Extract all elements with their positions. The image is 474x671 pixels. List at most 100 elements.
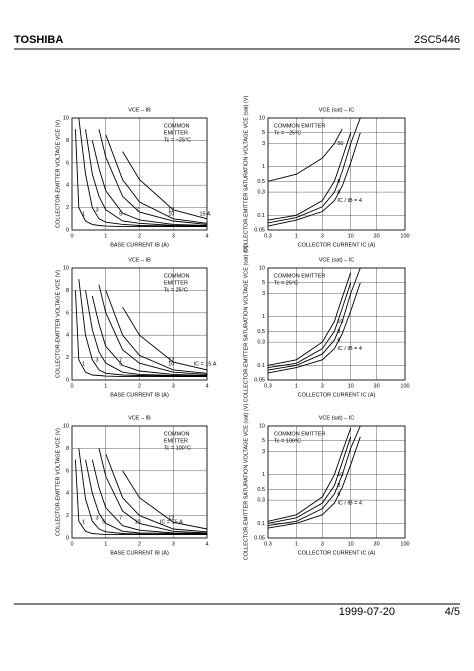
series-line xyxy=(98,284,208,375)
series-label: 12 xyxy=(168,515,174,521)
series-line xyxy=(74,129,207,228)
series-label: 1 xyxy=(82,361,85,367)
y-axis-label: COLLECTOR-EMITTER SATURATION VOLTAGE VCE… xyxy=(243,246,249,403)
y-tick-label: 0.5 xyxy=(257,487,265,493)
series-line xyxy=(105,290,208,374)
series-label: 10 xyxy=(337,319,343,325)
y-tick-label: 6 xyxy=(66,160,69,166)
x-tick-label: 100 xyxy=(400,541,409,547)
series-label: IC / IB = 4 xyxy=(337,198,362,204)
series-label: 10 xyxy=(134,519,140,525)
x-axis-label: BASE CURRENT IB (A) xyxy=(110,242,169,248)
series-label: 1 xyxy=(82,211,85,217)
series-line xyxy=(78,117,208,228)
y-tick-label: 6 xyxy=(66,310,69,316)
series-line xyxy=(85,290,208,377)
y-tick-label: 8 xyxy=(66,288,69,294)
chart-title: VCE (sat) – IC xyxy=(319,415,354,421)
series-line xyxy=(122,306,208,371)
y-tick-label: 8 xyxy=(66,446,69,452)
y-tick-label: 3 xyxy=(262,291,265,297)
x-axis-label: COLLECTOR CURRENT IC (A) xyxy=(298,550,376,556)
series-line xyxy=(267,128,343,182)
y-tick-label: 0 xyxy=(66,377,69,383)
y-tick-label: 4 xyxy=(66,183,69,189)
y-tick-label: 0 xyxy=(66,227,69,233)
y-tick-label: 10 xyxy=(63,423,69,429)
series-line xyxy=(267,282,361,374)
x-axis-label: COLLECTOR CURRENT IC (A) xyxy=(298,392,376,398)
series-label: 5 xyxy=(102,519,105,525)
y-axis-label: COLLECTOR-EMITTER VOLTAGE VCE (V) xyxy=(55,270,61,378)
annotation: COMMON xyxy=(164,123,190,129)
series-label: 5 xyxy=(119,361,122,367)
brand: TOSHIBA xyxy=(14,34,63,46)
y-tick-label: 0.1 xyxy=(257,213,265,219)
series-line xyxy=(78,448,207,536)
x-tick-label: 3 xyxy=(172,541,175,547)
x-tick-label: 3 xyxy=(172,383,175,389)
x-tick-label: 2 xyxy=(138,233,141,239)
chart-title: VCE – IB xyxy=(128,257,151,263)
series-line xyxy=(267,267,361,371)
y-tick-label: 5 xyxy=(262,130,265,136)
y-tick-label: 8 xyxy=(66,138,69,144)
series-label: 7 xyxy=(119,357,122,363)
y-tick-label: 10 xyxy=(63,115,69,121)
y-tick-label: 0.5 xyxy=(257,329,265,335)
y-tick-label: 10 xyxy=(259,115,265,121)
x-tick-label: 10 xyxy=(348,383,354,389)
x-tick-label: 0.3 xyxy=(264,383,272,389)
y-tick-label: 0.5 xyxy=(257,179,265,185)
plot-frame xyxy=(71,267,208,381)
annotation: Tc = 25°C xyxy=(274,280,298,286)
series-line xyxy=(85,459,208,535)
x-tick-label: 4 xyxy=(205,541,208,547)
series-line xyxy=(98,448,208,534)
series-line xyxy=(98,129,208,225)
x-tick-label: 100 xyxy=(400,383,409,389)
x-tick-label: 30 xyxy=(374,383,380,389)
series-line xyxy=(122,151,208,220)
series-label: 3 xyxy=(95,207,98,213)
annotation: Tc = −25°C xyxy=(164,137,191,143)
series-label: 10 xyxy=(168,361,174,367)
plot-frame xyxy=(71,425,208,539)
y-tick-label: 0.3 xyxy=(257,340,265,346)
y-tick-label: 0.1 xyxy=(257,521,265,527)
chart-title: VCE – IB xyxy=(128,107,151,113)
annotation: Tc = 25°C xyxy=(164,287,188,293)
y-axis-label: COLLECTOR-EMITTER VOLTAGE VCE (V) xyxy=(55,120,61,228)
series-label: 10 xyxy=(168,211,174,217)
x-tick-label: 10 xyxy=(348,233,354,239)
y-tick-label: 4 xyxy=(66,333,69,339)
x-tick-label: 1 xyxy=(295,541,298,547)
annotation: COMMON xyxy=(164,273,190,279)
y-tick-label: 10 xyxy=(259,265,265,271)
series-label: 12 xyxy=(168,207,174,213)
series-line xyxy=(74,290,207,378)
series-label: 5 xyxy=(119,211,122,217)
y-tick-label: 0.3 xyxy=(257,190,265,196)
y-tick-label: 10 xyxy=(63,265,69,271)
series-label: 50 xyxy=(337,141,343,147)
series-label: IC / IB = 4 xyxy=(337,346,362,352)
annotation: Tc = −25°C xyxy=(274,130,301,136)
part-number: 2SC5446 xyxy=(414,34,460,46)
series-line xyxy=(267,132,352,221)
x-axis-label: COLLECTOR CURRENT IC (A) xyxy=(298,242,376,248)
y-tick-label: 5 xyxy=(262,438,265,444)
x-tick-label: 2 xyxy=(138,383,141,389)
y-tick-label: 2 xyxy=(66,355,69,361)
x-tick-label: 30 xyxy=(374,233,380,239)
x-tick-label: 1 xyxy=(104,233,107,239)
x-tick-label: 1 xyxy=(295,233,298,239)
y-tick-label: 2 xyxy=(66,205,69,211)
y-tick-label: 5 xyxy=(262,280,265,286)
x-tick-label: 0 xyxy=(70,233,73,239)
x-tick-label: 100 xyxy=(400,233,409,239)
x-tick-label: 1 xyxy=(104,383,107,389)
x-tick-label: 0 xyxy=(70,541,73,547)
series-label: 10 xyxy=(337,472,343,478)
